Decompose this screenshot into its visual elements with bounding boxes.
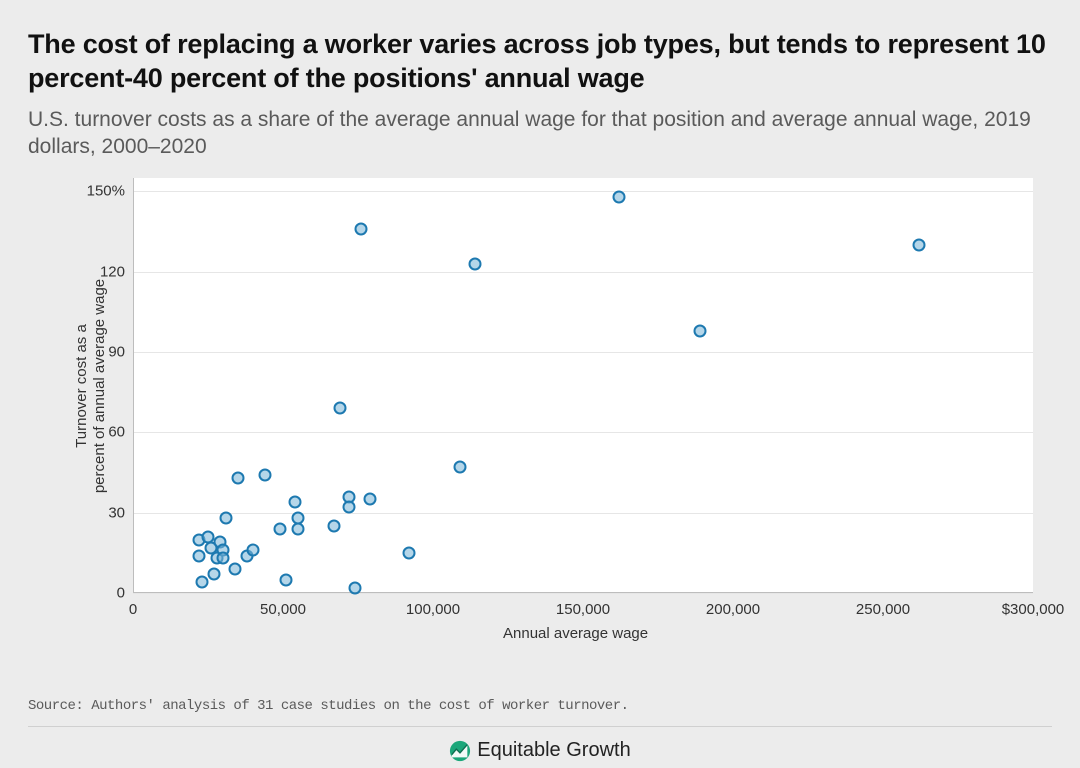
scatter-point (259, 469, 272, 482)
scatter-point (229, 562, 242, 575)
x-axis-line (133, 592, 1033, 593)
scatter-point (247, 544, 260, 557)
gridline (133, 432, 1033, 433)
chart-subtitle: U.S. turnover costs as a share of the av… (28, 106, 1052, 161)
y-tick-label: 30 (108, 504, 133, 521)
scatter-point (193, 549, 206, 562)
scatter-point (217, 552, 230, 565)
scatter-point (355, 222, 368, 235)
source-text: Source: Authors' analysis of 31 case stu… (28, 698, 1052, 727)
x-tick-label: 50,000 (260, 593, 306, 618)
scatter-point (274, 522, 287, 535)
scatter-point (913, 239, 926, 252)
x-tick-label: 250,000 (856, 593, 910, 618)
scatter-point (328, 520, 341, 533)
scatter-point (220, 512, 233, 525)
y-tick-label: 60 (108, 424, 133, 441)
x-tick-label: 100,000 (406, 593, 460, 618)
gridline (133, 513, 1033, 514)
scatter-point (343, 501, 356, 514)
scatter-point (349, 581, 362, 594)
y-axis-line (133, 178, 134, 593)
x-tick-label: 150,000 (556, 593, 610, 618)
y-tick-label: 90 (108, 344, 133, 361)
y-tick-label: 150% (87, 183, 133, 200)
x-tick-label: 0 (129, 593, 137, 618)
chart-container: 0306090120150%050,000100,000150,000200,0… (28, 178, 1052, 638)
gridline (133, 352, 1033, 353)
chart-title: The cost of replacing a worker varies ac… (28, 28, 1052, 96)
gridline (133, 191, 1033, 192)
y-axis-label: Turnover cost as a percent of annual ave… (73, 256, 109, 516)
x-tick-label: $300,000 (1002, 593, 1065, 618)
scatter-point (289, 496, 302, 509)
scatter-point (403, 546, 416, 559)
x-axis-label: Annual average wage (503, 625, 648, 642)
scatter-point (196, 576, 209, 589)
x-tick-label: 200,000 (706, 593, 760, 618)
scatter-point (280, 573, 293, 586)
gridline (133, 272, 1033, 273)
scatter-point (694, 324, 707, 337)
y-axis-label-line1: Turnover cost as a (73, 324, 90, 448)
plot-area: 0306090120150%050,000100,000150,000200,0… (133, 178, 1033, 593)
scatter-point (454, 461, 467, 474)
scatter-point (232, 471, 245, 484)
scatter-point (292, 522, 305, 535)
scatter-point (208, 568, 221, 581)
scatter-point (364, 493, 377, 506)
y-axis-label-line2: percent of annual average wage (91, 278, 108, 492)
scatter-point (613, 190, 626, 203)
scatter-point (469, 257, 482, 270)
scatter-point (334, 402, 347, 415)
